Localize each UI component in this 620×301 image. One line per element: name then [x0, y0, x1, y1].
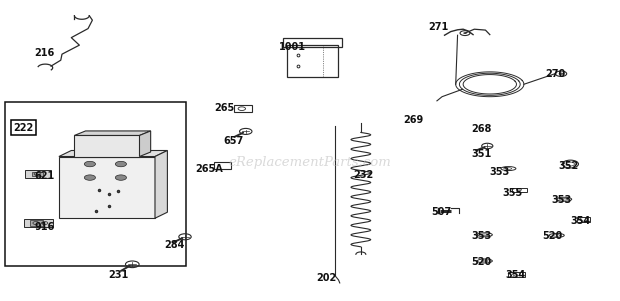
Text: 351: 351: [471, 148, 492, 159]
Text: 354: 354: [570, 216, 591, 226]
Polygon shape: [155, 150, 167, 218]
Text: 520: 520: [542, 231, 563, 241]
Text: 353: 353: [490, 166, 510, 177]
Bar: [24, 219, 53, 227]
Text: 621: 621: [34, 171, 55, 181]
Text: 355: 355: [502, 188, 523, 198]
Text: 1001: 1001: [279, 42, 306, 52]
Circle shape: [84, 161, 95, 167]
Bar: [512, 188, 527, 192]
Text: 353: 353: [552, 195, 572, 205]
Text: 232: 232: [353, 169, 374, 180]
Text: 353: 353: [471, 231, 492, 241]
Bar: [5, 102, 186, 266]
Text: 354: 354: [505, 270, 526, 281]
Text: 222: 222: [14, 123, 34, 133]
Text: 657: 657: [223, 136, 244, 147]
Text: 507: 507: [431, 207, 451, 217]
Polygon shape: [59, 150, 167, 157]
Bar: [234, 105, 252, 112]
Text: 270: 270: [546, 69, 566, 79]
Circle shape: [559, 73, 564, 75]
Circle shape: [115, 161, 126, 167]
Bar: [32, 172, 43, 176]
Bar: [74, 135, 140, 157]
Polygon shape: [74, 131, 151, 135]
Text: 202: 202: [316, 273, 337, 284]
Bar: [283, 38, 342, 47]
Circle shape: [84, 175, 95, 180]
Bar: [508, 272, 525, 277]
Bar: [287, 45, 338, 77]
Text: 265A: 265A: [195, 163, 223, 174]
Text: 520: 520: [471, 257, 492, 267]
Bar: [30, 220, 43, 226]
Text: 916: 916: [34, 222, 55, 232]
Bar: [214, 162, 231, 169]
Text: 216: 216: [34, 48, 55, 58]
Circle shape: [463, 32, 467, 34]
Text: 269: 269: [403, 115, 423, 126]
Text: 271: 271: [428, 22, 448, 32]
Bar: [25, 170, 51, 178]
Text: eReplacementParts.com: eReplacementParts.com: [229, 156, 391, 169]
Circle shape: [115, 175, 126, 180]
Bar: [59, 157, 155, 218]
Bar: [577, 217, 590, 222]
Text: 231: 231: [108, 269, 129, 280]
Text: 352: 352: [558, 160, 578, 171]
Text: 265: 265: [214, 103, 234, 113]
Polygon shape: [140, 131, 151, 157]
Text: 284: 284: [164, 240, 185, 250]
Text: 268: 268: [471, 124, 492, 135]
